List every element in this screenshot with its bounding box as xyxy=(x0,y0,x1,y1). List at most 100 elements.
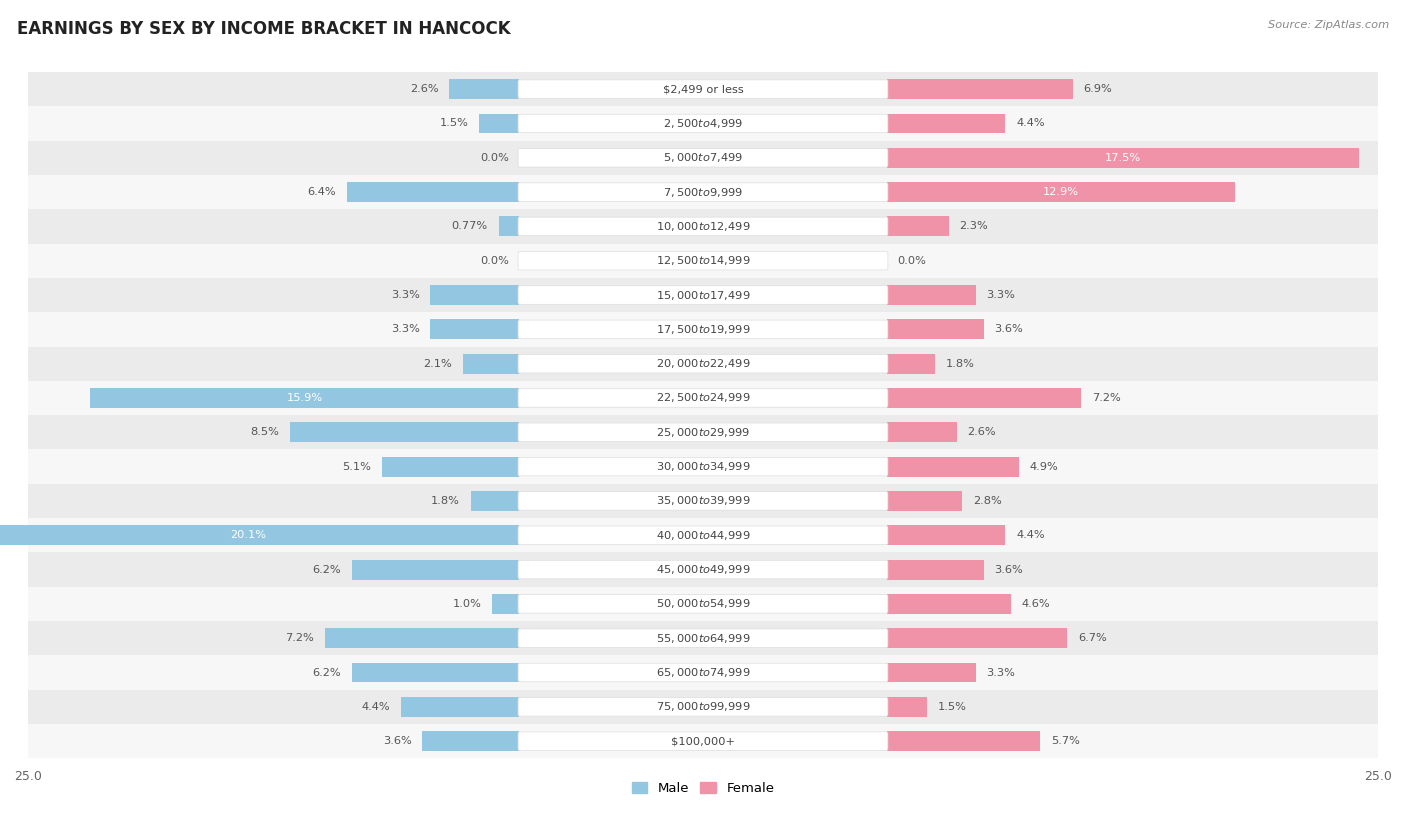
Text: $15,000 to $17,499: $15,000 to $17,499 xyxy=(655,288,751,301)
Text: 1.8%: 1.8% xyxy=(432,496,460,506)
Bar xyxy=(430,285,519,305)
FancyBboxPatch shape xyxy=(517,698,889,716)
Text: 3.3%: 3.3% xyxy=(391,324,419,335)
Text: $17,500 to $19,999: $17,500 to $19,999 xyxy=(655,323,751,336)
Bar xyxy=(28,141,1378,175)
Bar xyxy=(28,655,1378,689)
Bar xyxy=(887,182,1234,202)
Text: 3.3%: 3.3% xyxy=(391,290,419,300)
FancyBboxPatch shape xyxy=(517,183,889,201)
Text: 4.4%: 4.4% xyxy=(1017,119,1045,129)
Bar xyxy=(352,663,519,682)
Bar xyxy=(887,319,984,339)
FancyBboxPatch shape xyxy=(517,594,889,613)
FancyBboxPatch shape xyxy=(517,148,889,167)
Text: 6.7%: 6.7% xyxy=(1078,633,1107,643)
Text: $25,000 to $29,999: $25,000 to $29,999 xyxy=(655,426,751,439)
Text: $20,000 to $22,499: $20,000 to $22,499 xyxy=(655,357,751,370)
Text: 2.6%: 2.6% xyxy=(967,427,997,437)
Text: 3.6%: 3.6% xyxy=(994,565,1024,575)
Text: 5.1%: 5.1% xyxy=(342,462,371,471)
Text: 1.5%: 1.5% xyxy=(439,119,468,129)
FancyBboxPatch shape xyxy=(517,457,889,476)
Bar xyxy=(492,594,519,614)
Text: $7,500 to $9,999: $7,500 to $9,999 xyxy=(664,186,742,199)
Text: 0.77%: 0.77% xyxy=(451,221,488,231)
Bar xyxy=(290,422,519,442)
FancyBboxPatch shape xyxy=(517,354,889,373)
Text: 1.8%: 1.8% xyxy=(946,359,974,369)
Text: $30,000 to $34,999: $30,000 to $34,999 xyxy=(655,460,751,473)
Bar xyxy=(382,457,519,476)
Text: 6.2%: 6.2% xyxy=(312,667,342,677)
Bar xyxy=(28,518,1378,553)
Text: 2.6%: 2.6% xyxy=(409,84,439,94)
FancyBboxPatch shape xyxy=(517,423,889,441)
Text: $35,000 to $39,999: $35,000 to $39,999 xyxy=(655,494,751,507)
Text: 12.9%: 12.9% xyxy=(1043,187,1078,197)
FancyBboxPatch shape xyxy=(517,389,889,407)
Bar xyxy=(887,148,1360,168)
Bar xyxy=(450,79,519,99)
Text: 3.6%: 3.6% xyxy=(994,324,1024,335)
Bar xyxy=(887,217,949,236)
Text: 15.9%: 15.9% xyxy=(287,393,323,403)
Bar xyxy=(28,381,1378,415)
FancyBboxPatch shape xyxy=(517,629,889,647)
Text: 7.2%: 7.2% xyxy=(1091,393,1121,403)
Bar xyxy=(28,415,1378,449)
Bar xyxy=(887,457,1019,476)
Bar xyxy=(887,559,984,580)
Bar xyxy=(28,175,1378,209)
Bar xyxy=(401,697,519,717)
Text: 5.7%: 5.7% xyxy=(1052,736,1080,746)
Bar xyxy=(28,724,1378,759)
Text: 3.6%: 3.6% xyxy=(382,736,412,746)
Bar xyxy=(887,731,1040,751)
Text: 1.0%: 1.0% xyxy=(453,599,482,609)
Text: Source: ZipAtlas.com: Source: ZipAtlas.com xyxy=(1268,20,1389,30)
FancyBboxPatch shape xyxy=(517,80,889,98)
Bar xyxy=(887,697,927,717)
FancyBboxPatch shape xyxy=(517,286,889,304)
Text: $40,000 to $44,999: $40,000 to $44,999 xyxy=(655,529,751,542)
Bar xyxy=(28,313,1378,347)
Text: 2.1%: 2.1% xyxy=(423,359,451,369)
Text: 6.2%: 6.2% xyxy=(312,565,342,575)
FancyBboxPatch shape xyxy=(517,732,889,751)
Text: $45,000 to $49,999: $45,000 to $49,999 xyxy=(655,563,751,576)
Text: $75,000 to $99,999: $75,000 to $99,999 xyxy=(655,700,751,713)
Bar xyxy=(325,628,519,648)
Bar xyxy=(887,79,1073,99)
Text: $50,000 to $54,999: $50,000 to $54,999 xyxy=(655,597,751,610)
FancyBboxPatch shape xyxy=(517,320,889,339)
Text: $22,500 to $24,999: $22,500 to $24,999 xyxy=(655,392,751,405)
Text: 4.4%: 4.4% xyxy=(1017,530,1045,540)
Bar xyxy=(422,731,519,751)
Bar xyxy=(28,347,1378,381)
Text: 2.8%: 2.8% xyxy=(973,496,1001,506)
Bar xyxy=(0,525,519,545)
Bar xyxy=(430,319,519,339)
Legend: Male, Female: Male, Female xyxy=(626,777,780,800)
Text: $2,500 to $4,999: $2,500 to $4,999 xyxy=(664,117,742,130)
Bar xyxy=(471,491,519,511)
Text: 0.0%: 0.0% xyxy=(479,256,509,265)
Bar xyxy=(887,491,962,511)
Bar xyxy=(28,587,1378,621)
Text: 3.3%: 3.3% xyxy=(987,667,1015,677)
Bar xyxy=(499,217,519,236)
Text: $5,000 to $7,499: $5,000 to $7,499 xyxy=(664,151,742,164)
Text: 8.5%: 8.5% xyxy=(250,427,280,437)
Bar xyxy=(28,72,1378,107)
Text: 0.0%: 0.0% xyxy=(897,256,927,265)
Bar xyxy=(887,628,1067,648)
Text: 3.3%: 3.3% xyxy=(987,290,1015,300)
Bar xyxy=(28,209,1378,243)
Bar xyxy=(887,525,1005,545)
Bar xyxy=(887,285,976,305)
Bar xyxy=(347,182,519,202)
Bar xyxy=(28,243,1378,278)
Bar xyxy=(887,354,935,374)
Text: 4.6%: 4.6% xyxy=(1022,599,1050,609)
